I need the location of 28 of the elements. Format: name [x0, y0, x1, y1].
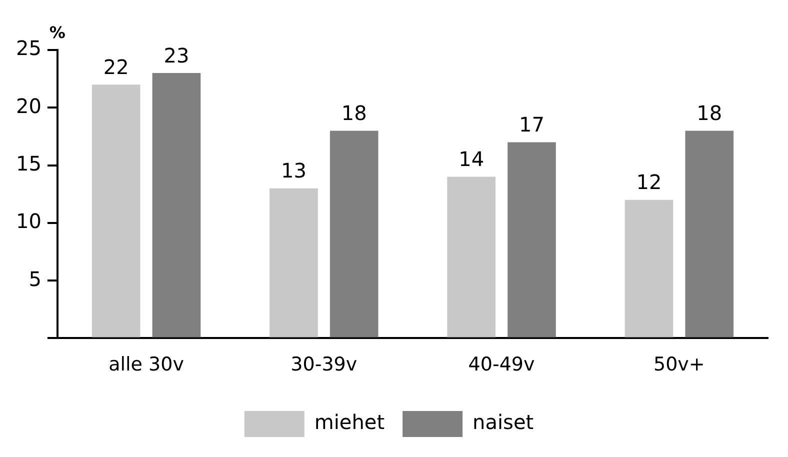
bar — [92, 84, 140, 338]
x-tick-label: 50v+ — [654, 354, 705, 376]
y-tick-label: 20 — [16, 94, 42, 118]
bar — [624, 200, 674, 338]
data-label: 12 — [636, 170, 662, 194]
y-tick-label: 5 — [28, 266, 42, 291]
data-label: 17 — [519, 112, 544, 136]
data-label: 18 — [341, 100, 367, 125]
y-tick-label: 15 — [16, 151, 42, 176]
bar — [330, 130, 378, 338]
bar — [152, 73, 201, 338]
legend-label: miehet — [314, 410, 385, 434]
data-label: 18 — [696, 100, 722, 125]
bar — [508, 142, 556, 338]
y-tick-label: 10 — [16, 209, 42, 234]
y-axis-title: % — [49, 23, 66, 42]
bar — [270, 188, 318, 338]
data-label: 14 — [458, 147, 484, 172]
y-tick-label: 25 — [16, 36, 42, 60]
bar — [685, 130, 734, 338]
data-label: 13 — [280, 158, 306, 183]
legend-label: naiset — [472, 410, 534, 434]
data-label: 22 — [103, 54, 129, 79]
x-tick-label: alle 30v — [108, 354, 184, 376]
data-label: 23 — [164, 43, 190, 68]
x-tick-label: 30-39v — [290, 354, 358, 376]
bar — [447, 176, 496, 338]
x-tick-label: 40-49v — [468, 354, 535, 376]
